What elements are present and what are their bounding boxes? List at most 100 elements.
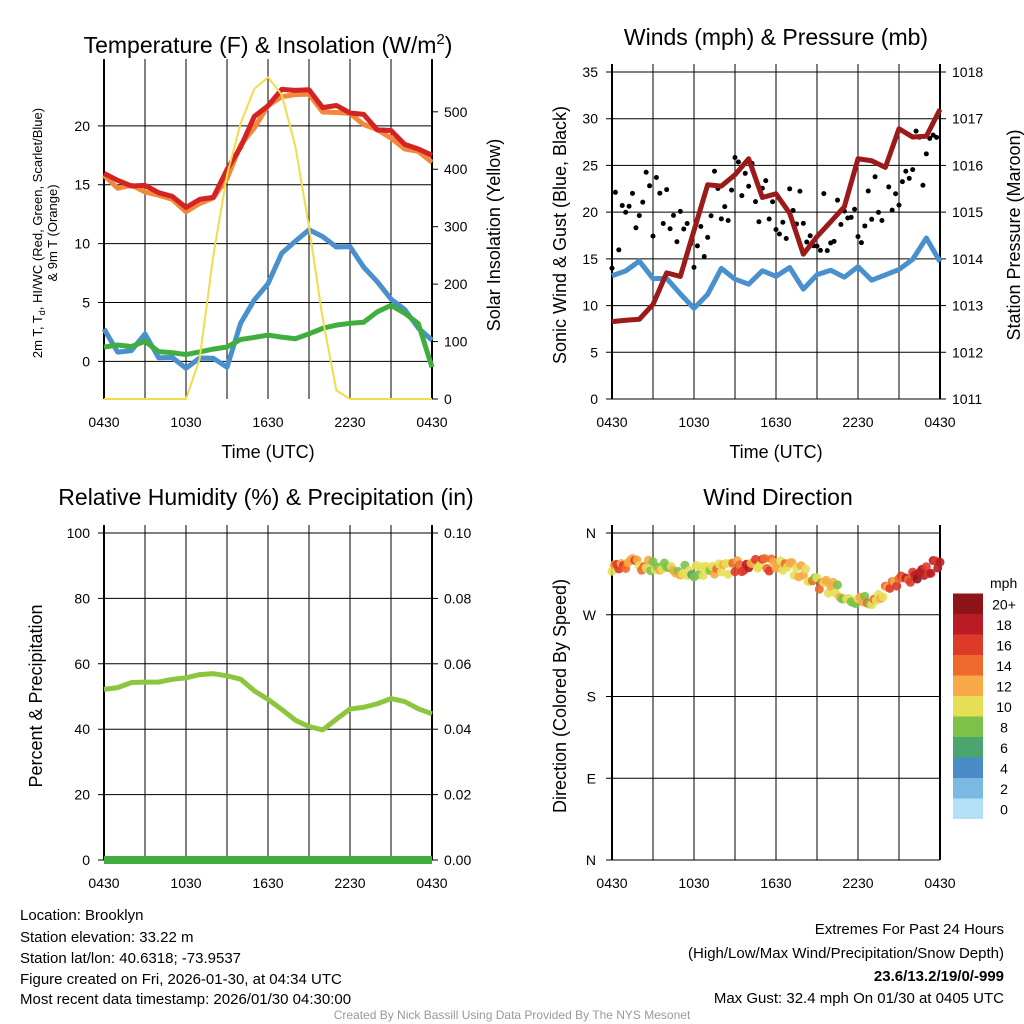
x-tick-label: 1630 [760,414,791,430]
y-tick-label: 5 [82,294,90,310]
x-tick-label: 0430 [924,414,955,430]
y-tick-label: 80 [74,590,90,606]
gust-point [732,154,738,160]
gust-point [906,175,912,181]
gust-point [657,190,663,196]
x-tick-label: 2230 [842,875,873,891]
y-tick-label: 20 [74,787,90,803]
gust-point [913,128,919,134]
gust-point [681,226,687,232]
x-tick-label: 0430 [596,414,627,430]
direction-point [892,581,902,591]
y-tick-label: 25 [582,157,598,173]
y-axis-label: Direction (Colored By Speed) [550,579,570,813]
gust-point [677,208,683,214]
elevation-text: Station elevation: 33.22 m [20,929,193,946]
x-tick-label: 1030 [170,414,201,430]
gust-point [701,253,707,259]
gust-point [756,219,762,225]
x-tick-label: 0430 [416,414,447,430]
gust-point [694,243,700,249]
gust-point [797,188,803,194]
direction-point [730,567,740,577]
gust-point [609,265,615,271]
gust-point [691,264,697,270]
gust-point [643,169,649,175]
y2-tick-label: 0.00 [444,852,471,868]
y2-tick-label: 1017 [952,111,983,127]
direction-point [716,567,726,577]
gust-point [626,203,632,209]
x-axis-label: Time (UTC) [729,442,822,462]
y2-tick-label: 1016 [952,157,983,173]
gust-point [879,218,885,224]
panel-title: Wind Direction [703,484,853,510]
direction-point [926,568,936,578]
colorbar-label: 0 [1000,802,1008,818]
gust-point [698,224,704,230]
gust-point [722,204,728,210]
y2-tick-label: 1011 [952,391,982,407]
station-info: Location: Brooklyn Station elevation: 33… [20,907,351,1008]
y-tick-label: 20 [74,118,90,134]
gust-point [647,183,653,189]
gust-point [735,159,741,165]
gust-point [739,193,745,199]
gust-point [889,207,895,213]
colorbar-swatch [953,634,983,655]
gust-point [650,233,656,239]
direction-point [760,554,770,564]
colorbar-swatch [953,716,983,737]
y2-tick-label: 100 [444,334,468,350]
x-tick-label: 1630 [760,875,791,891]
y-tick-label: N [586,525,596,541]
y2-tick-label: 500 [444,104,468,120]
direction-point [801,564,811,574]
gust-point [855,234,861,240]
gust-point [630,190,635,196]
y2-tick-label: 0.10 [444,525,471,541]
gust-point [899,179,905,185]
y2-tick-label: 1014 [952,251,983,267]
direction-point [823,588,833,598]
y-tick-label: 35 [582,64,598,80]
x-tick-label: 0430 [596,875,627,891]
x-tick-label: 1030 [170,875,201,891]
colorbar-label: 14 [996,658,1012,674]
series-line-td [103,302,435,368]
colorbar-swatch [953,757,983,778]
y2-tick-label: 200 [444,276,468,292]
gust-point [766,216,772,222]
direction-point [905,577,915,587]
gust-point [780,219,786,225]
gust-point [653,174,659,180]
y-tick-label: 60 [74,656,90,672]
gust-point [934,134,940,140]
temperature-panel: Temperature (F) & Insolation (W/m2) Time… [30,31,504,462]
latlon-text: Station lat/lon: 40.6318; -73.9537 [20,950,241,967]
y2-tick-label: 1015 [952,204,983,220]
y-axis-label: Sonic Wind & Gust (Blue, Black) [550,106,570,364]
x-tick-label: 1030 [678,875,709,891]
y-tick-label: 20 [582,204,598,220]
gust-point [763,178,769,184]
gust-point [729,187,735,193]
gust-point [667,226,673,232]
gust-point [616,247,622,253]
gust-point [718,216,724,222]
gust-point [814,243,820,249]
gust-point [923,151,929,157]
gust-point [821,191,827,197]
gust-point [773,227,779,233]
direction-point [698,571,708,581]
gust-point [910,167,916,173]
extremes-info: Extremes For Past 24 Hours (High/Low/Max… [688,921,1004,1007]
y2-tick-label: 1012 [952,344,983,360]
x-tick-label: 2230 [334,875,365,891]
y2-axis-label: Station Pressure (Maroon) [1004,129,1024,340]
series-line-hi-wc [101,227,434,371]
x-tick-label: 0430 [88,414,119,430]
colorbar-label: 4 [1000,761,1008,777]
gust-point [633,225,639,231]
colorbar-label: 6 [1000,740,1008,756]
